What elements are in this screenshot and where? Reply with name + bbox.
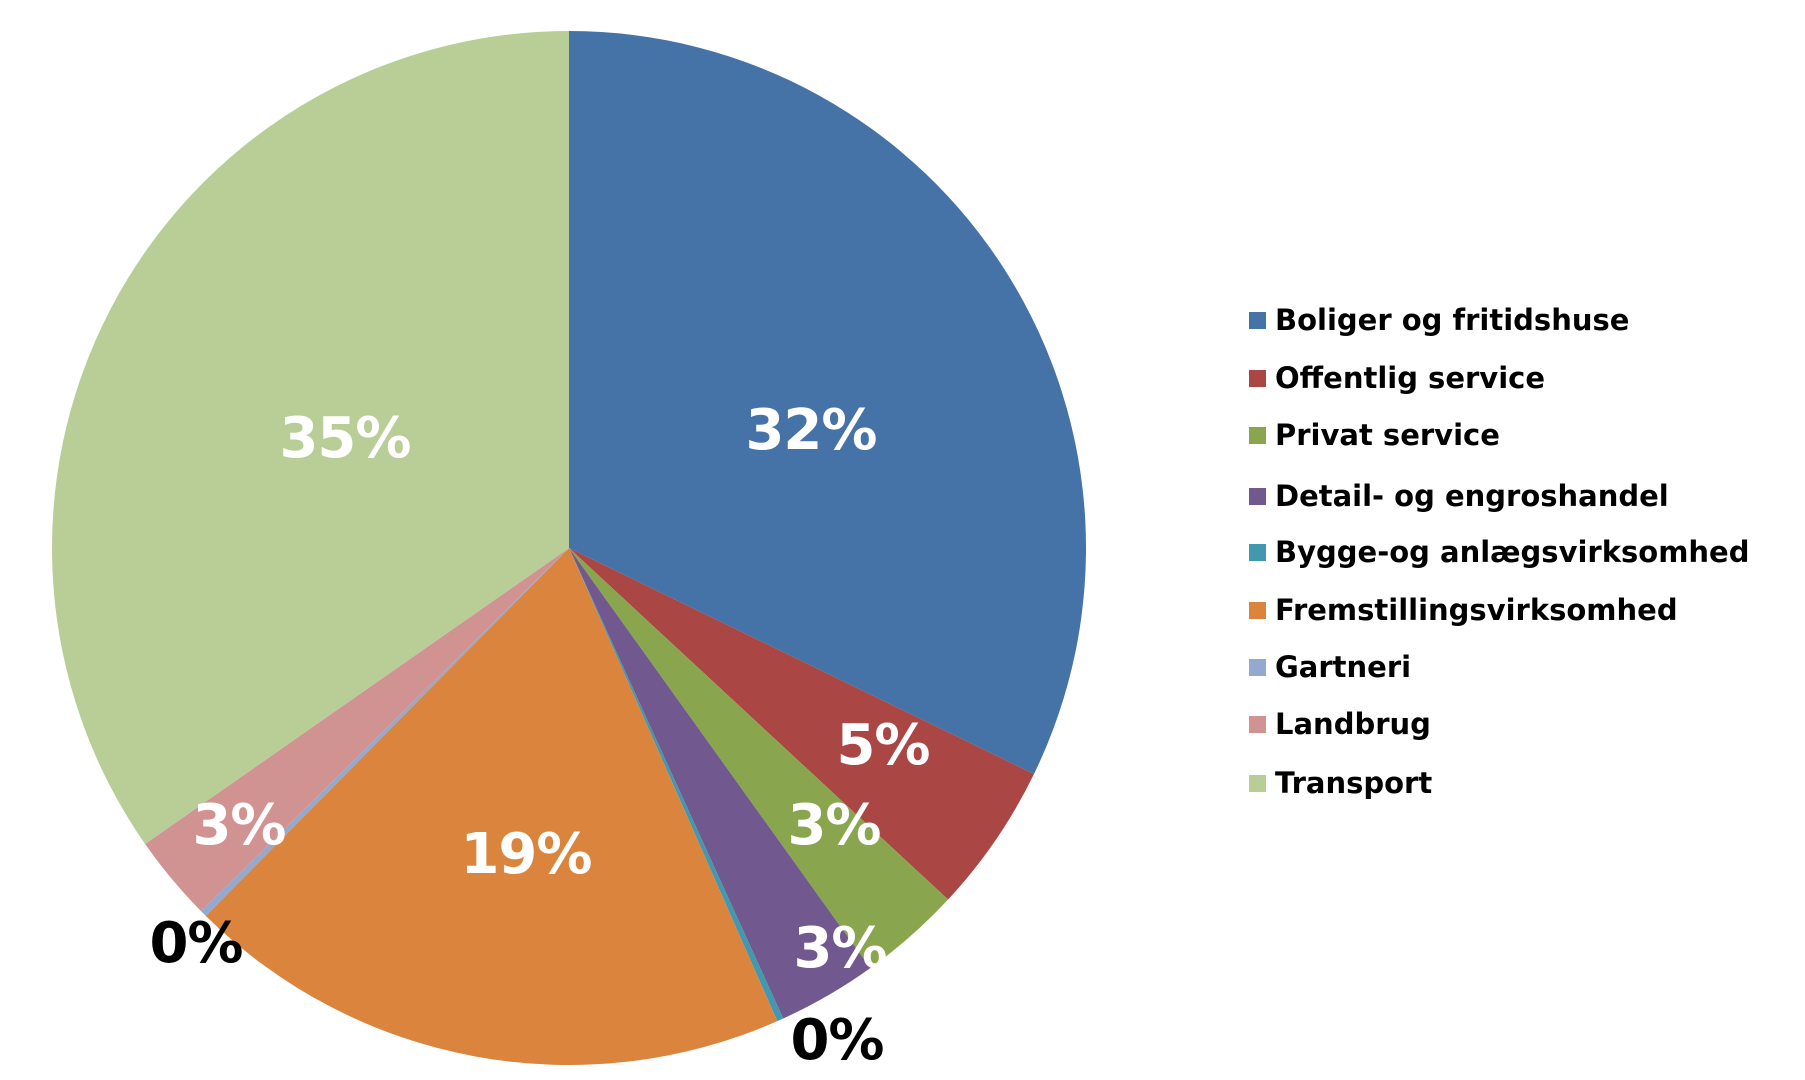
legend-label: Landbrug	[1275, 707, 1431, 741]
data-label-3: 3%	[793, 916, 886, 981]
legend-swatch	[1249, 487, 1266, 505]
pie-slice-2	[569, 548, 949, 969]
data-label-4: 0%	[790, 1008, 883, 1073]
data-label-1: 5%	[836, 713, 929, 778]
legend-swatch	[1249, 774, 1266, 792]
pie-slice-0	[569, 31, 1087, 774]
data-label-2: 3%	[787, 793, 880, 858]
pie-slice-4	[569, 548, 784, 1022]
legend-label: Boliger og fritidshuse	[1275, 303, 1630, 337]
legend-label: Bygge-og anlægsvirksomhed	[1275, 535, 1750, 569]
legend-swatch	[1249, 715, 1266, 733]
legend-item: Privat service	[1249, 415, 1500, 455]
legend-swatch	[1249, 369, 1266, 387]
legend-item: Offentlig service	[1249, 358, 1545, 398]
legend-label: Gartneri	[1275, 650, 1412, 684]
legend-item: Detail- og engroshandel	[1249, 476, 1669, 516]
data-label-5: 19%	[460, 822, 591, 887]
legend-item: Gartneri	[1249, 647, 1411, 687]
data-label-8: 35%	[279, 406, 410, 471]
legend-label: Detail- og engroshandel	[1275, 479, 1669, 513]
legend-swatch	[1249, 543, 1266, 561]
legend-item: Bygge-og anlægsvirksomhed	[1249, 532, 1749, 572]
pie-slice-3	[569, 548, 871, 1019]
data-label-7: 3%	[192, 793, 285, 858]
legend-item: Boliger og fritidshuse	[1249, 300, 1629, 340]
legend-item: Transport	[1249, 763, 1432, 803]
legend-item: Fremstillingsvirksomhed	[1249, 590, 1678, 630]
pie-slice-5	[205, 548, 778, 1065]
legend-swatch	[1249, 601, 1266, 619]
data-label-0: 32%	[745, 398, 876, 463]
legend-swatch	[1249, 658, 1266, 676]
pie-slice-1	[569, 548, 1034, 900]
legend-label: Transport	[1275, 766, 1433, 800]
legend-item: Landbrug	[1249, 704, 1431, 744]
pie-slice-7	[145, 548, 569, 912]
legend-label: Privat service	[1275, 418, 1500, 452]
pie-slice-6	[201, 548, 569, 916]
legend-swatch	[1249, 426, 1266, 444]
data-label-6: 0%	[149, 911, 242, 976]
legend-label: Fremstillingsvirksomhed	[1275, 593, 1678, 627]
legend-label: Offentlig service	[1275, 361, 1545, 395]
pie-slice-8	[51, 31, 570, 844]
legend-swatch	[1249, 311, 1266, 329]
